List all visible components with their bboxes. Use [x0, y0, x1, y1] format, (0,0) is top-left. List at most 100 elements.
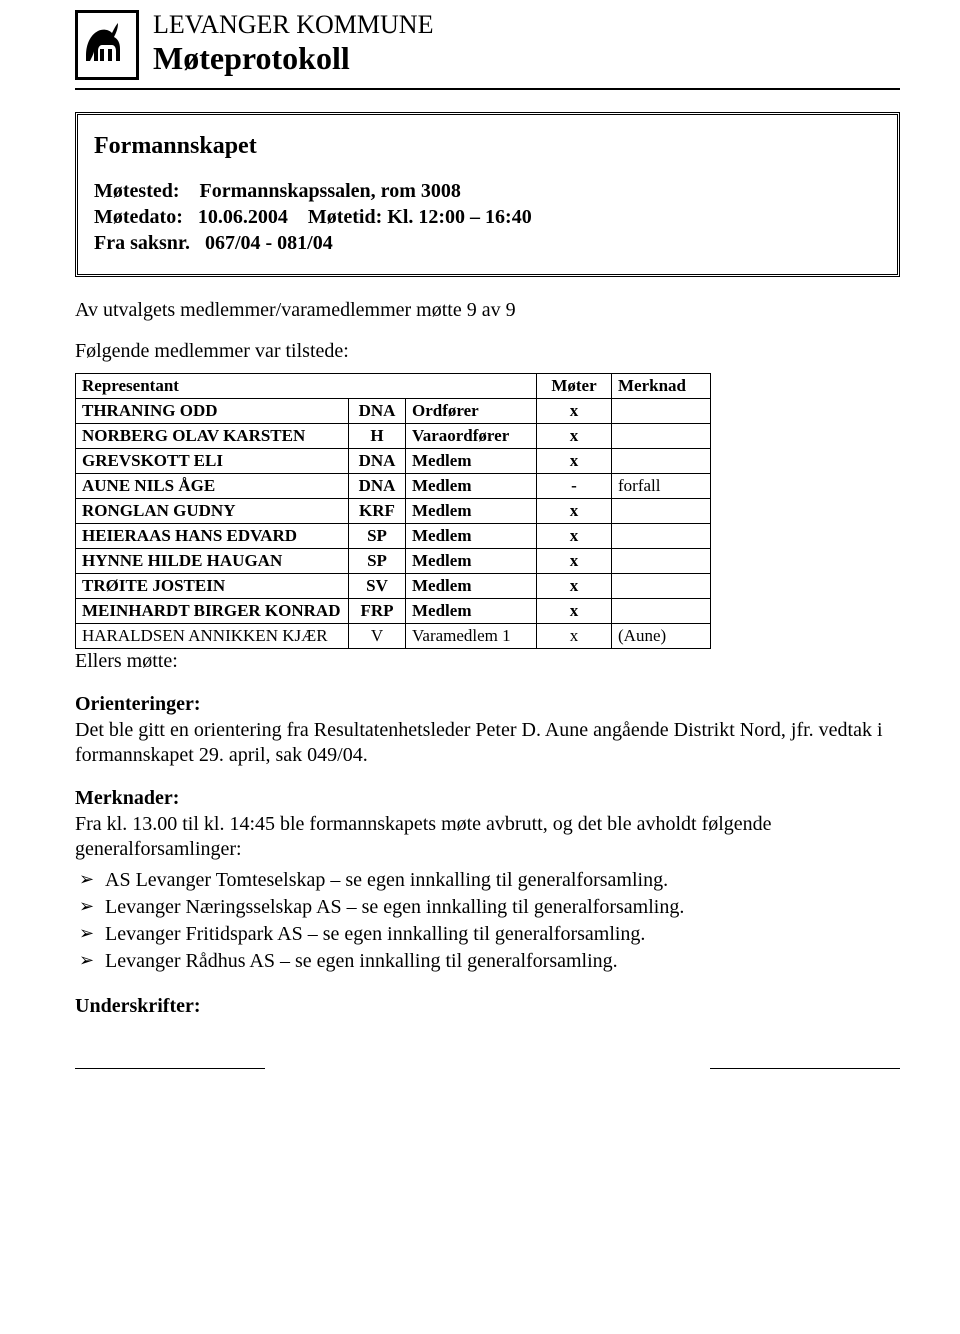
cell-meets: -: [537, 474, 612, 499]
cell-note: [612, 449, 711, 474]
cell-role: Medlem: [406, 599, 537, 624]
cell-role: Varaordfører: [406, 424, 537, 449]
cell-role: Varamedlem 1: [406, 624, 537, 649]
cell-meets: x: [537, 424, 612, 449]
cell-role: Medlem: [406, 449, 537, 474]
cell-name: GREVSKOTT ELI: [76, 449, 349, 474]
time-value: Kl. 12:00 – 16:40: [387, 206, 531, 228]
table-row: RONGLAN GUDNYKRFMedlemx: [76, 499, 711, 524]
table-header-row: Representant Møter Merknad: [76, 374, 711, 399]
document-header: LEVANGER KOMMUNE Møteprotokoll: [75, 10, 900, 90]
cell-meets: x: [537, 399, 612, 424]
attendance-summary: Av utvalgets medlemmer/varamedlemmer møt…: [75, 299, 900, 322]
col-representative: Representant: [76, 374, 537, 399]
cell-note: [612, 549, 711, 574]
cell-role: Medlem: [406, 574, 537, 599]
merknader-heading: Merknader:: [75, 787, 900, 810]
signature-line-left: [75, 1068, 265, 1070]
table-row: HYNNE HILDE HAUGANSPMedlemx: [76, 549, 711, 574]
cell-note: [612, 424, 711, 449]
case-label: Fra saksnr.: [94, 232, 190, 254]
table-row: MEINHARDT BIRGER KONRADFRPMedlemx: [76, 599, 711, 624]
cell-note: [612, 574, 711, 599]
cell-party: DNA: [349, 449, 406, 474]
cell-name: THRANING ODD: [76, 399, 349, 424]
cell-note: (Aune): [612, 624, 711, 649]
cell-meets: x: [537, 449, 612, 474]
municipality-logo: [75, 10, 139, 80]
cell-name: MEINHARDT BIRGER KONRAD: [76, 599, 349, 624]
date-value: 10.06.2004: [198, 206, 288, 228]
cell-name: HEIERAAS HANS EDVARD: [76, 524, 349, 549]
cell-party: SP: [349, 524, 406, 549]
meeting-case-row: Fra saksnr. 067/04 - 081/04: [94, 230, 881, 256]
meeting-info-box: Formannskapet Møtested: Formannskapssale…: [75, 112, 900, 277]
cell-name: AUNE NILS ÅGE: [76, 474, 349, 499]
table-row: AUNE NILS ÅGEDNAMedlem-forfall: [76, 474, 711, 499]
header-doctype: Møteprotokoll: [153, 40, 433, 77]
header-org: LEVANGER KOMMUNE: [153, 10, 433, 40]
cell-role: Medlem: [406, 499, 537, 524]
cell-role: Medlem: [406, 474, 537, 499]
cell-meets: x: [537, 524, 612, 549]
cell-note: [612, 499, 711, 524]
cell-name: NORBERG OLAV KARSTEN: [76, 424, 349, 449]
cell-name: HARALDSEN ANNIKKEN KJÆR: [76, 624, 349, 649]
members-table: Representant Møter Merknad THRANING ODDD…: [75, 373, 711, 649]
cell-party: DNA: [349, 399, 406, 424]
table-row: HEIERAAS HANS EDVARDSPMedlemx: [76, 524, 711, 549]
orienteringer-heading: Orienteringer:: [75, 693, 900, 716]
table-row: THRANING ODDDNAOrdførerx: [76, 399, 711, 424]
cell-note: [612, 599, 711, 624]
cell-note: [612, 524, 711, 549]
cell-party: FRP: [349, 599, 406, 624]
date-label: Møtedato:: [94, 206, 183, 228]
list-item: AS Levanger Tomteselskap – se egen innka…: [75, 867, 900, 894]
cell-meets: x: [537, 499, 612, 524]
signature-lines: [75, 1068, 900, 1070]
cell-party: DNA: [349, 474, 406, 499]
list-item: Levanger Næringsselskap AS – se egen inn…: [75, 894, 900, 921]
cell-name: RONGLAN GUDNY: [76, 499, 349, 524]
ellers-motte: Ellers møtte:: [75, 649, 900, 675]
cell-role: Medlem: [406, 549, 537, 574]
table-row: GREVSKOTT ELIDNAMedlemx: [76, 449, 711, 474]
cell-role: Medlem: [406, 524, 537, 549]
cell-name: TRØITE JOSTEIN: [76, 574, 349, 599]
merknader-list: AS Levanger Tomteselskap – se egen innka…: [75, 867, 900, 975]
meeting-place-row: Møtested: Formannskapssalen, rom 3008: [94, 178, 881, 204]
case-value: 067/04 - 081/04: [205, 232, 333, 254]
merknader-intro: Fra kl. 13.00 til kl. 14:45 ble formanns…: [75, 812, 900, 863]
place-label: Møtested:: [94, 180, 180, 202]
members-present-label: Følgende medlemmer var tilstede:: [75, 340, 900, 363]
cell-role: Ordfører: [406, 399, 537, 424]
col-note: Merknad: [612, 374, 711, 399]
list-item: Levanger Fritidspark AS – se egen innkal…: [75, 921, 900, 948]
cell-party: SP: [349, 549, 406, 574]
cell-party: H: [349, 424, 406, 449]
cell-meets: x: [537, 599, 612, 624]
cell-meets: x: [537, 549, 612, 574]
place-value: Formannskapssalen, rom 3008: [200, 180, 461, 202]
col-meets: Møter: [537, 374, 612, 399]
underskrifter-heading: Underskrifter:: [75, 995, 900, 1018]
cell-party: SV: [349, 574, 406, 599]
cell-note: [612, 399, 711, 424]
cell-meets: x: [537, 624, 612, 649]
orienteringer-text: Det ble gitt en orientering fra Resultat…: [75, 718, 900, 769]
cell-party: V: [349, 624, 406, 649]
table-row: NORBERG OLAV KARSTENHVaraordførerx: [76, 424, 711, 449]
committee-title: Formannskapet: [94, 133, 881, 160]
table-row: TRØITE JOSTEINSVMedlemx: [76, 574, 711, 599]
cell-note: forfall: [612, 474, 711, 499]
cell-party: KRF: [349, 499, 406, 524]
meeting-date-row: Møtedato: 10.06.2004 Møtetid: Kl. 12:00 …: [94, 204, 881, 230]
header-titles: LEVANGER KOMMUNE Møteprotokoll: [153, 10, 433, 77]
signature-line-right: [710, 1068, 900, 1070]
list-item: Levanger Rådhus AS – se egen innkalling …: [75, 948, 900, 975]
table-row: HARALDSEN ANNIKKEN KJÆRVVaramedlem 1x(Au…: [76, 624, 711, 649]
cell-meets: x: [537, 574, 612, 599]
cell-name: HYNNE HILDE HAUGAN: [76, 549, 349, 574]
page: LEVANGER KOMMUNE Møteprotokoll Formannsk…: [0, 0, 960, 1110]
time-label: Møtetid:: [308, 206, 382, 228]
